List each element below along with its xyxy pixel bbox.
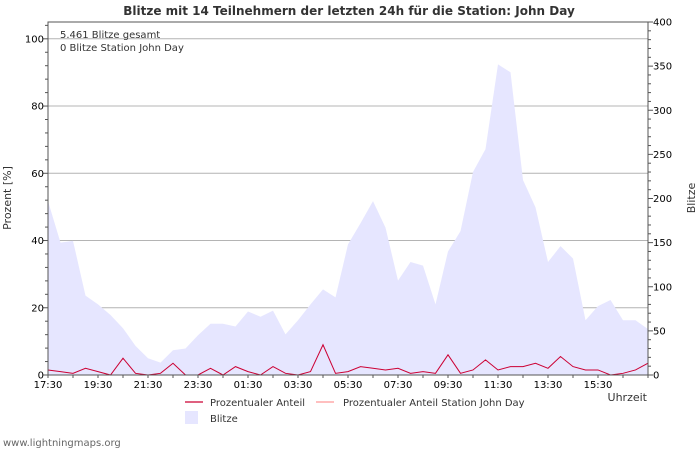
y-left-tick-label-100: 100 — [25, 34, 44, 45]
plot-area: 0 20 40 60 80 100 0 50 100 150 200 250 300 350 400 17… — [25, 18, 672, 392]
y-left-tick-label-0: 0 — [38, 371, 44, 382]
x-tick-label-10: 13:30 — [534, 380, 563, 391]
series-blitze-area — [48, 64, 648, 376]
x-tick-label-0: 17:30 — [34, 380, 63, 391]
x-tick-label-7: 07:30 — [384, 380, 413, 391]
y-right-tick-label-300: 300 — [653, 106, 672, 117]
y-axis-right-label: Blitze — [685, 183, 698, 214]
y-axis-right-ticks: 0 50 100 150 200 250 300 350 400 — [648, 18, 672, 382]
legend-label-station: Prozentualer Anteil Station John Day — [343, 398, 525, 409]
x-tick-label-8: 09:30 — [434, 380, 463, 391]
legend-swatch-blitze — [185, 411, 198, 424]
x-axis-label: Uhrzeit — [608, 391, 648, 404]
y-right-tick-label-350: 350 — [653, 62, 672, 73]
x-tick-label-11: 15:30 — [584, 380, 613, 391]
y-right-tick-label-50: 50 — [653, 326, 666, 337]
x-tick-label-9: 11:30 — [484, 380, 513, 391]
y-right-tick-label-200: 200 — [653, 194, 672, 205]
y-left-tick-label-60: 60 — [31, 169, 44, 180]
x-tick-label-6: 05:30 — [334, 380, 363, 391]
y-left-tick-label-40: 40 — [31, 236, 44, 247]
annotation-total: 5.461 Blitze gesamt — [60, 30, 160, 41]
annotation-station: 0 Blitze Station John Day — [60, 43, 184, 54]
x-tick-label-3: 23:30 — [184, 380, 213, 391]
y-right-tick-label-100: 100 — [653, 282, 672, 293]
x-tick-label-2: 21:30 — [134, 380, 163, 391]
y-right-tick-label-250: 250 — [653, 150, 672, 161]
x-tick-label-1: 19:30 — [84, 380, 113, 391]
legend-label-blitze: Blitze — [210, 414, 238, 425]
y-axis-left-label: Prozent [%] — [1, 166, 14, 230]
y-right-tick-label-0: 0 — [653, 371, 659, 382]
chart-title: Blitze mit 14 Teilnehmern der letzten 24… — [123, 4, 575, 18]
y-axis-left-ticks: 0 20 40 60 80 100 — [25, 24, 48, 382]
footer-source: www.lightningmaps.org — [3, 438, 121, 449]
legend: Prozentualer Anteil Prozentualer Anteil … — [185, 398, 525, 425]
y-right-tick-label-400: 400 — [653, 18, 672, 29]
x-axis-ticks: 17:30 19:30 21:30 23:30 01:30 03:30 05:30 07:30… — [34, 375, 649, 391]
legend-label-prozentualer-anteil: Prozentualer Anteil — [210, 398, 305, 409]
x-tick-label-5: 03:30 — [284, 380, 313, 391]
x-tick-label-4: 01:30 — [234, 380, 263, 391]
y-left-tick-label-80: 80 — [31, 102, 44, 113]
y-right-tick-label-150: 150 — [653, 238, 672, 249]
y-left-tick-label-20: 20 — [31, 303, 44, 314]
